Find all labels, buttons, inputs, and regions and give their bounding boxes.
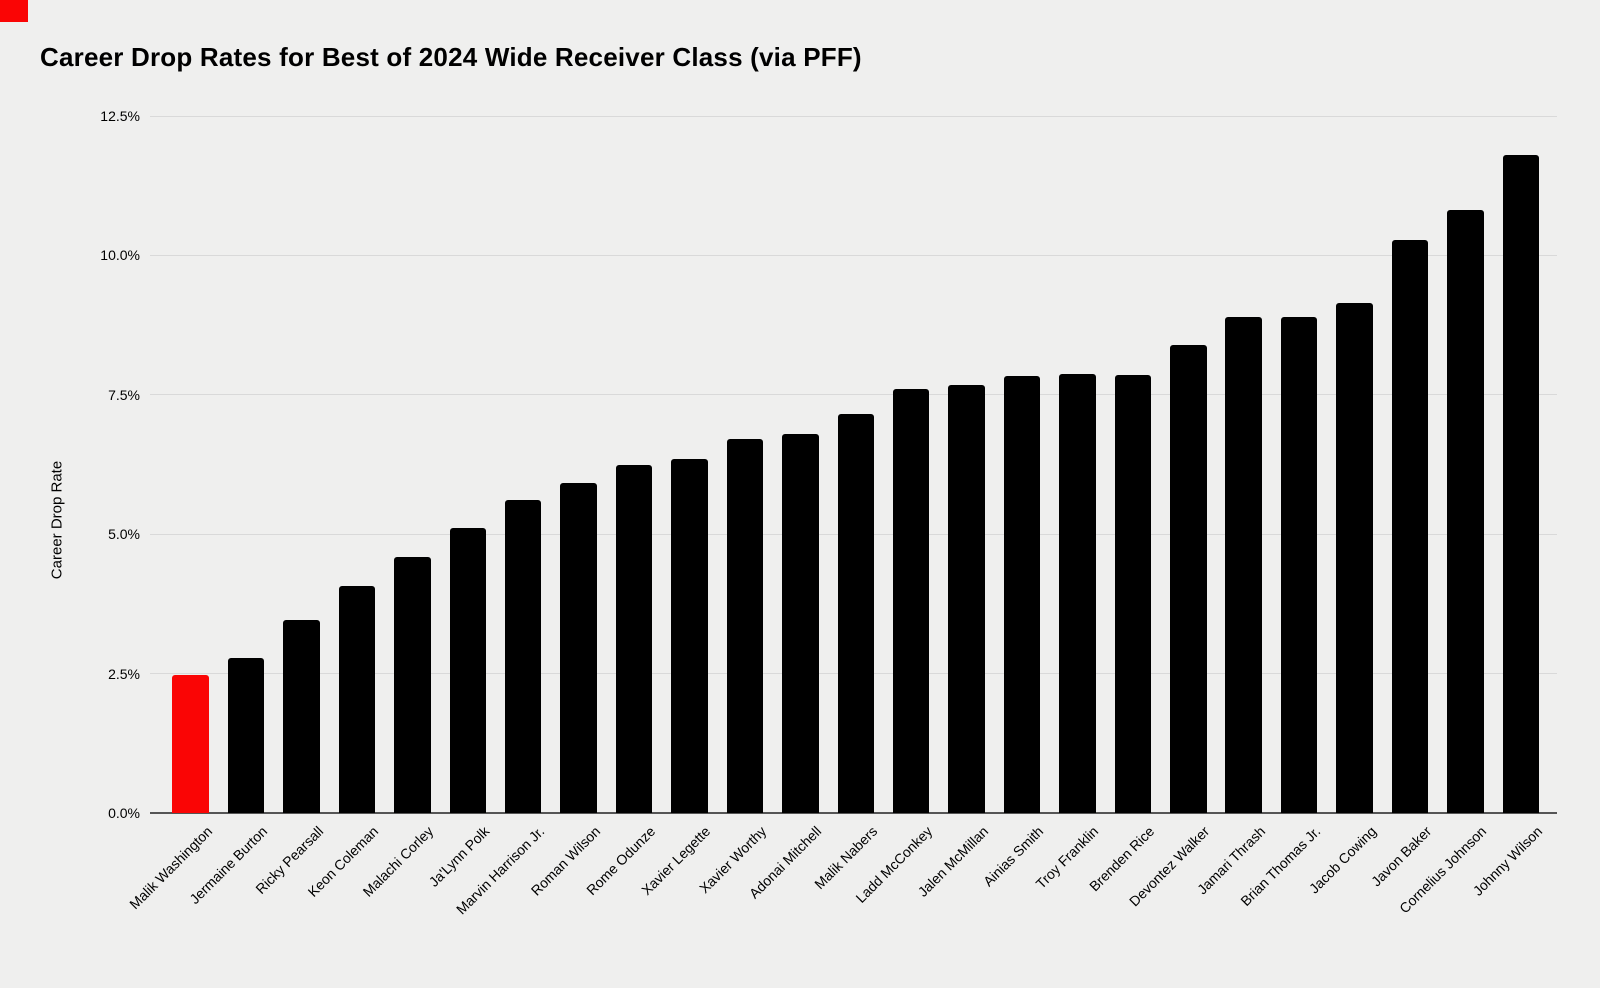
bar [837,414,874,813]
bar [560,483,597,813]
bar [394,557,431,813]
bar [1170,345,1207,813]
y-tick-label: 0.0% [108,805,140,821]
y-tick-label: 5.0% [108,526,140,543]
bar [1225,317,1262,813]
bar [1391,240,1429,813]
bar [504,500,542,813]
bar [338,586,376,813]
bar [1336,302,1373,813]
y-tick-label: 2.5% [108,665,140,682]
bar [1447,209,1484,813]
gridline [150,115,1557,117]
recording-indicator [0,0,28,22]
y-tick-label: 7.5% [108,386,140,403]
bar [1280,317,1318,813]
bar [615,464,653,813]
bar [449,527,487,813]
gridline [150,394,1557,396]
gridline [150,254,1557,256]
bar [782,434,819,813]
y-tick-label: 10.0% [100,247,140,264]
bar [892,388,930,813]
bar [1003,375,1041,813]
bar [726,438,764,813]
bar [1114,374,1152,813]
bar [1059,374,1096,813]
bar [948,385,985,813]
bar [283,620,320,813]
bar [227,657,265,813]
y-tick-label: 12.5% [100,108,140,124]
x-axis-line [150,812,1557,814]
bar [1502,155,1540,813]
bar [671,458,708,813]
chart-title: Career Drop Rates for Best of 2024 Wide … [40,42,862,72]
bar-highlighted [172,675,209,813]
